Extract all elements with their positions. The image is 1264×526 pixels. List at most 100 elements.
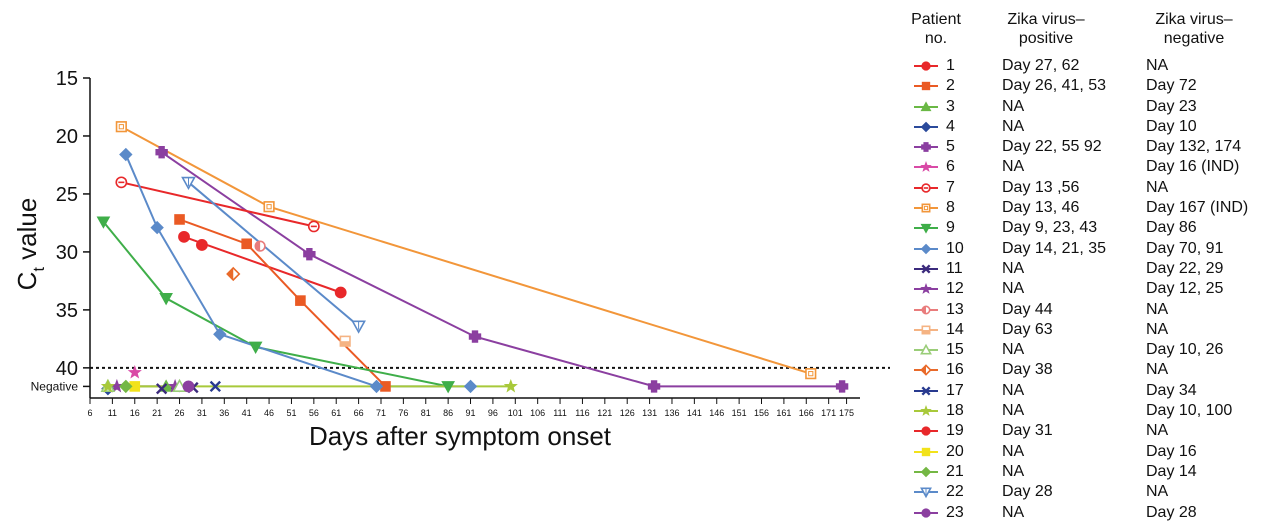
x-tick-label: 151: [732, 408, 747, 418]
legend-row: 7 Day 13 ,56 NA: [906, 178, 1262, 198]
legend-positive-days: Day 13 ,56: [1002, 178, 1080, 196]
legend-marker: [920, 343, 932, 355]
legend-swatch: [914, 343, 938, 355]
series-line-22: [187, 181, 360, 327]
legend-patient-id: 8: [946, 199, 955, 217]
legend-patient-id: 7: [946, 178, 955, 196]
data-point-7: [307, 220, 320, 233]
legend-swatch: [914, 183, 938, 193]
legend-patient-id: 21: [946, 462, 964, 480]
legend-negative-days: Day 10, 26: [1146, 341, 1224, 359]
data-point-17: [209, 380, 221, 393]
x-tick-label: 51: [286, 408, 296, 418]
legend-swatch: [914, 364, 938, 377]
x-tick-label: 111: [553, 408, 567, 418]
legend-positive-days: NA: [1002, 341, 1025, 359]
legend-negative-days: Day 34: [1146, 381, 1197, 399]
legend-positive-days: NA: [1002, 442, 1025, 460]
x-tick-label: 171: [821, 408, 836, 418]
legend-positive-days: Day 13, 46: [1002, 199, 1080, 217]
data-point-6: [127, 365, 142, 379]
data-point-2: [295, 295, 306, 306]
legend-positive-days: Day 38: [1002, 361, 1053, 379]
legend-negative-days: Day 14: [1146, 462, 1197, 480]
legend-swatch: [914, 283, 938, 295]
legend-swatch: [914, 100, 938, 111]
x-tick-label: 161: [776, 408, 791, 418]
legend-negative-days: Day 10, 100: [1146, 402, 1233, 420]
legend-positive-days: Day 63: [1002, 320, 1053, 338]
y-tick-label: 30: [56, 242, 78, 264]
data-point-2: [241, 238, 252, 250]
legend-marker: [920, 404, 932, 416]
data-point-9: [159, 292, 173, 306]
data-point-1: [178, 230, 190, 243]
legend-positive-days: Day 31: [1002, 422, 1053, 440]
legend-negative-days: Day 28: [1146, 503, 1197, 521]
data-point-23: [182, 380, 195, 393]
x-tick-label: 116: [575, 408, 589, 418]
legend-marker: [920, 487, 932, 499]
legend-row: 15 NA Day 10, 26: [906, 340, 1262, 360]
y-tick-label-negative: Negative: [31, 379, 79, 393]
legend-negative-days: Day 16 (IND): [1146, 158, 1240, 176]
x-tick-label: 46: [264, 408, 274, 418]
legend-patient-id: 3: [946, 97, 955, 115]
legend-row: 3 NA Day 23: [906, 97, 1262, 117]
legend-marker: [920, 121, 932, 133]
legend-row: 6 NA Day 16 (IND): [906, 157, 1262, 177]
legend-marker: [921, 203, 931, 213]
legend-patient-id: 19: [946, 422, 964, 440]
data-point-13: [254, 240, 266, 252]
series-line-2: [179, 218, 387, 388]
data-point-10: [150, 220, 164, 235]
legend-row: 13 Day 44 NA: [906, 300, 1262, 320]
data-point-21: [119, 379, 133, 394]
legend-marker: [921, 264, 931, 274]
data-point-2: [174, 214, 185, 225]
legend-swatch: [914, 487, 938, 499]
data-point-10: [369, 379, 384, 394]
legend-row: 5 Day 22, 55 92 Day 132, 174: [906, 137, 1262, 157]
legend-negative-days: NA: [1146, 361, 1169, 379]
legend-patient-id: 5: [946, 138, 955, 156]
legend-row: 12 NA Day 12, 25: [906, 279, 1262, 299]
x-tick-label: 91: [466, 408, 476, 418]
legend-marker: [921, 305, 931, 315]
x-tick-label: 26: [175, 408, 185, 418]
x-tick-label: 106: [530, 408, 545, 418]
legend: Patient no. Zika virus– positive Zika vi…: [906, 10, 1262, 523]
legend-swatch: [914, 121, 938, 133]
legend-positive-days: NA: [1002, 503, 1025, 521]
data-point-22: [181, 176, 196, 190]
legend-marker: [921, 426, 931, 436]
legend-marker: [920, 283, 932, 295]
legend-header-positive: Zika virus– positive: [1007, 11, 1085, 47]
data-point-22: [351, 320, 366, 334]
legend-row: 17 NA Day 34: [906, 381, 1262, 401]
x-tick-label: 61: [331, 408, 341, 418]
legend-swatch: [914, 447, 938, 456]
data-point-5: [835, 380, 849, 393]
legend-positive-days: Day 27, 62: [1002, 57, 1080, 74]
legend-marker: [921, 61, 931, 71]
legend-patient-id: 14: [946, 320, 964, 338]
x-tick-label: 141: [687, 408, 702, 418]
series-line-9: [102, 221, 449, 388]
legend-marker: [921, 386, 931, 396]
legend-negative-days: Day 132, 174: [1146, 138, 1242, 156]
series-line-10: [124, 154, 471, 388]
x-tick-label: 11: [108, 408, 117, 418]
legend-swatch: [914, 224, 938, 235]
legend-row: 21 NA Day 14: [906, 462, 1262, 482]
legend-patient-id: 9: [946, 219, 955, 237]
legend-positive-days: NA: [1002, 97, 1025, 115]
legend-negative-days: Day 10: [1146, 117, 1197, 135]
legend-row: 4 NA Day 10: [906, 117, 1262, 137]
legend-patient-id: 10: [946, 239, 964, 257]
legend-swatch: [914, 161, 938, 173]
legend-positive-days: NA: [1002, 158, 1025, 176]
data-point-11: [155, 383, 168, 395]
legend-negative-days: Day 72: [1146, 77, 1197, 95]
